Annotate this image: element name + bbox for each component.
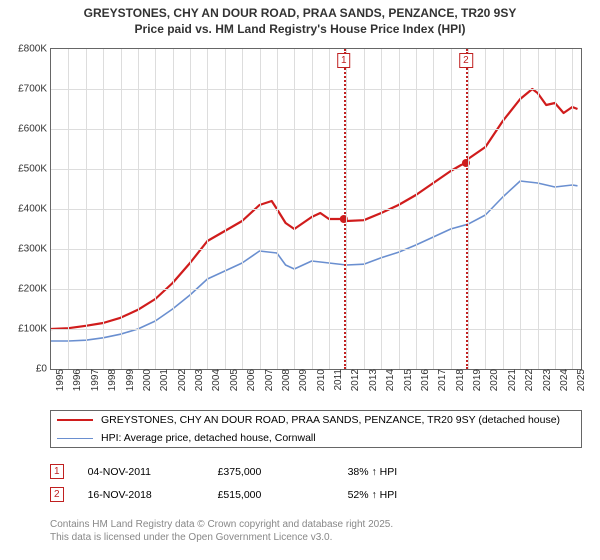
y-axis-label: £600K: [18, 124, 51, 135]
x-axis-label: 1999: [121, 369, 136, 391]
x-axis-label: 2012: [346, 369, 361, 391]
y-axis-label: £200K: [18, 284, 51, 295]
x-axis-label: 2008: [277, 369, 292, 391]
x-axis-label: 1997: [86, 369, 101, 391]
x-axis-label: 2014: [381, 369, 396, 391]
x-axis-label: 2022: [520, 369, 535, 391]
sale-price: £375,000: [218, 466, 348, 478]
x-axis-label: 1995: [51, 369, 66, 391]
sale-date: 04-NOV-2011: [88, 466, 218, 478]
sale-marker-1: 1: [50, 464, 64, 479]
x-axis-label: 2002: [173, 369, 188, 391]
x-axis-label: 2020: [485, 369, 500, 391]
sale-price: £515,000: [218, 489, 348, 501]
sale-vs-hpi: 38% ↑ HPI: [348, 466, 478, 478]
x-axis-label: 1998: [103, 369, 118, 391]
x-axis-label: 2010: [312, 369, 327, 391]
title-line-1: GREYSTONES, CHY AN DOUR ROAD, PRAA SANDS…: [84, 6, 517, 20]
x-axis-label: 2025: [572, 369, 587, 391]
legend: GREYSTONES, CHY AN DOUR ROAD, PRAA SANDS…: [50, 410, 582, 448]
chart-container: GREYSTONES, CHY AN DOUR ROAD, PRAA SANDS…: [0, 0, 600, 560]
sale-marker-2: 2: [50, 487, 64, 502]
y-axis-label: £300K: [18, 244, 51, 255]
x-axis-label: 2018: [451, 369, 466, 391]
footnote-line-2: This data is licensed under the Open Gov…: [50, 532, 332, 543]
y-axis-label: £0: [36, 364, 51, 375]
chart-title: GREYSTONES, CHY AN DOUR ROAD, PRAA SANDS…: [0, 0, 600, 37]
chart-annotation-2: 2: [459, 53, 473, 68]
x-axis-label: 2003: [190, 369, 205, 391]
legend-item-blue: HPI: Average price, detached house, Corn…: [51, 429, 581, 447]
x-axis-label: 2006: [242, 369, 257, 391]
y-axis-label: £400K: [18, 204, 51, 215]
y-axis-label: £100K: [18, 324, 51, 335]
footnote: Contains HM Land Registry data © Crown c…: [50, 518, 393, 544]
x-axis-label: 2023: [538, 369, 553, 391]
sales-table: 1 04-NOV-2011 £375,000 38% ↑ HPI 2 16-NO…: [50, 460, 580, 506]
table-row: 2 16-NOV-2018 £515,000 52% ↑ HPI: [50, 483, 580, 506]
chart-annotation-1: 1: [337, 53, 351, 68]
y-axis-label: £800K: [18, 44, 51, 55]
x-axis-label: 2013: [364, 369, 379, 391]
x-axis-label: 1996: [68, 369, 83, 391]
x-axis-label: 2021: [503, 369, 518, 391]
sale-date: 16-NOV-2018: [88, 489, 218, 501]
x-axis-label: 2024: [555, 369, 570, 391]
x-axis-label: 2009: [294, 369, 309, 391]
legend-item-red: GREYSTONES, CHY AN DOUR ROAD, PRAA SANDS…: [51, 411, 581, 429]
y-axis-label: £700K: [18, 84, 51, 95]
plot-area: £0£100K£200K£300K£400K£500K£600K£700K£80…: [50, 48, 582, 370]
x-axis-label: 2019: [468, 369, 483, 391]
legend-swatch-red: [57, 419, 93, 421]
x-axis-label: 2015: [399, 369, 414, 391]
y-axis-label: £500K: [18, 164, 51, 175]
legend-label-blue: HPI: Average price, detached house, Corn…: [101, 432, 316, 444]
title-line-2: Price paid vs. HM Land Registry's House …: [135, 22, 466, 36]
x-axis-label: 2011: [329, 369, 344, 391]
sale-vs-hpi: 52% ↑ HPI: [348, 489, 478, 501]
x-axis-label: 2016: [416, 369, 431, 391]
x-axis-label: 2001: [155, 369, 170, 391]
footnote-line-1: Contains HM Land Registry data © Crown c…: [50, 519, 393, 530]
table-row: 1 04-NOV-2011 £375,000 38% ↑ HPI: [50, 460, 580, 483]
x-axis-label: 2007: [260, 369, 275, 391]
x-axis-label: 2004: [207, 369, 222, 391]
legend-swatch-blue: [57, 438, 93, 439]
legend-label-red: GREYSTONES, CHY AN DOUR ROAD, PRAA SANDS…: [101, 414, 560, 426]
x-axis-label: 2005: [225, 369, 240, 391]
x-axis-label: 2000: [138, 369, 153, 391]
x-axis-label: 2017: [433, 369, 448, 391]
